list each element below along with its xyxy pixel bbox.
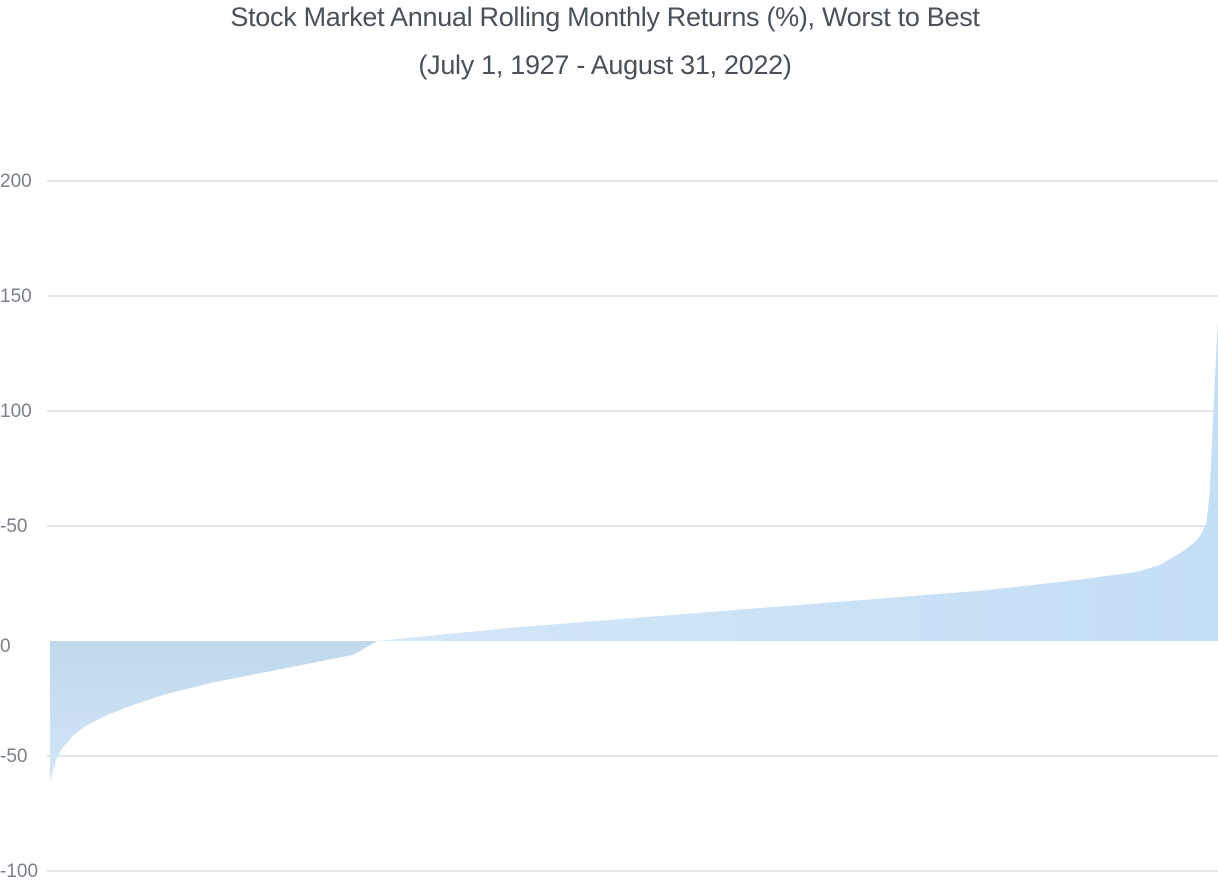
returns-area — [50, 319, 1218, 782]
negative-returns-area — [50, 641, 1218, 782]
y-tick-label: 200 — [0, 171, 32, 192]
positive-returns-area — [50, 319, 1218, 641]
chart-subtitle: (July 1, 1927 - August 31, 2022) — [418, 50, 792, 80]
grid-layer — [47, 180, 1218, 872]
chart-title: Stock Market Annual Rolling Monthly Retu… — [230, 2, 980, 32]
chart-titles: Stock Market Annual Rolling Monthly Retu… — [0, 0, 1210, 80]
y-tick-label: -50 — [0, 516, 27, 537]
y-axis-ticks: 200 150 100 -50 0 -50 -100 — [0, 171, 38, 882]
y-tick-label: 0 — [0, 636, 11, 657]
y-tick-label: 100 — [0, 401, 32, 422]
y-tick-label: 150 — [0, 286, 32, 307]
y-tick-label: -50 — [0, 746, 27, 767]
y-tick-label: -100 — [0, 861, 38, 882]
